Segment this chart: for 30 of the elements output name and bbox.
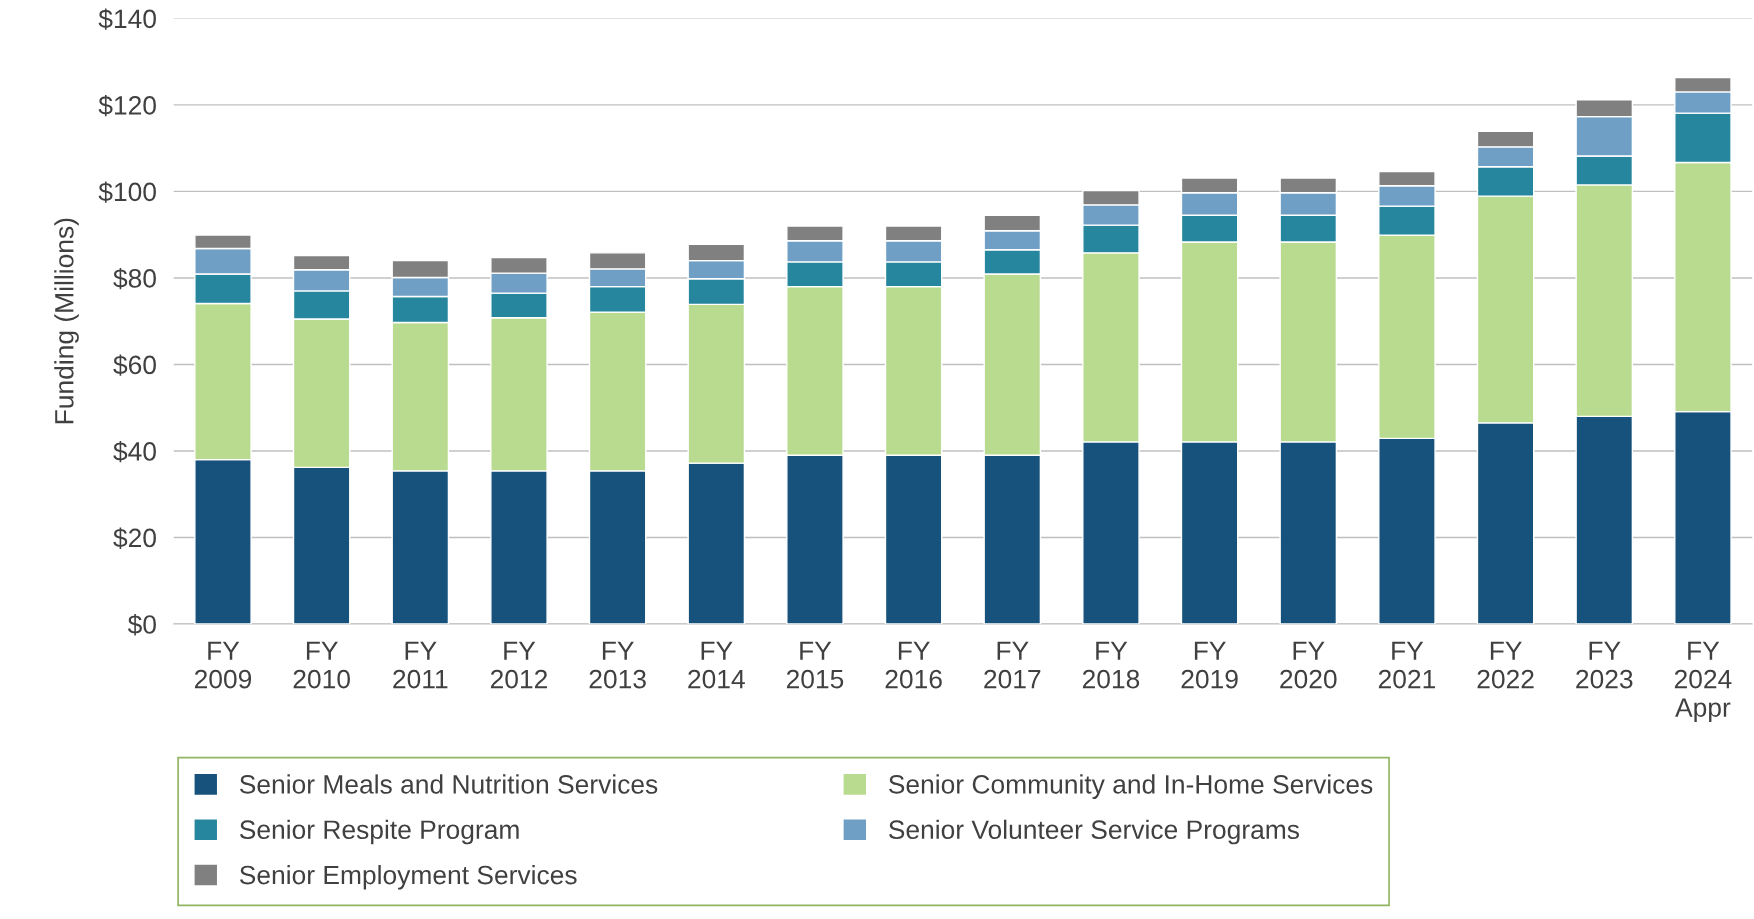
y-tick-label: $100 [98,181,156,203]
y-tick-label: $20 [113,527,156,549]
x-tick-label: FY 2009 [194,641,252,689]
x-tick-label: FY 2019 [1181,641,1238,689]
legend-label: Senior Employment Services [239,865,577,890]
x-tick-label: FY 2015 [786,641,844,689]
y-tick-label: $140 [98,8,156,30]
x-tick-label: FY 2020 [1280,641,1337,689]
legend-label: Senior Meals and Nutrition Services [239,774,658,794]
x-tick-label: FY 2022 [1477,641,1534,689]
x-tick-label: FY 2018 [1082,641,1140,689]
x-tick-label: FY 2024 Appr [1674,641,1732,723]
x-tick-label: FY 2011 [393,641,448,689]
y-tick-label: $120 [98,94,156,117]
x-tick-label: FY 2023 [1576,641,1633,689]
x-tick-label: FY 2013 [589,641,646,689]
legend-label: Senior Community and In-Home Services [889,774,1373,799]
y-tick-label: $40 [113,440,156,463]
y-tick-label: $60 [113,354,156,376]
x-tick-label: FY 2016 [885,641,942,689]
legend-label: Senior Respite Program [239,819,519,845]
x-tick-label: FY 2012 [490,641,547,689]
x-tick-label: FY 2021 [1378,641,1435,689]
x-tick-label: FY 2010 [293,641,350,689]
x-tick-label: FY 2014 [688,641,745,689]
legend-label: Senior Volunteer Service Programs [889,819,1300,845]
y-tick-label: $0 [127,614,156,636]
y-axis-title: Funding (Millions) [54,218,79,424]
y-tick-label: $80 [113,267,156,290]
x-tick-label: FY 2017 [984,641,1041,689]
